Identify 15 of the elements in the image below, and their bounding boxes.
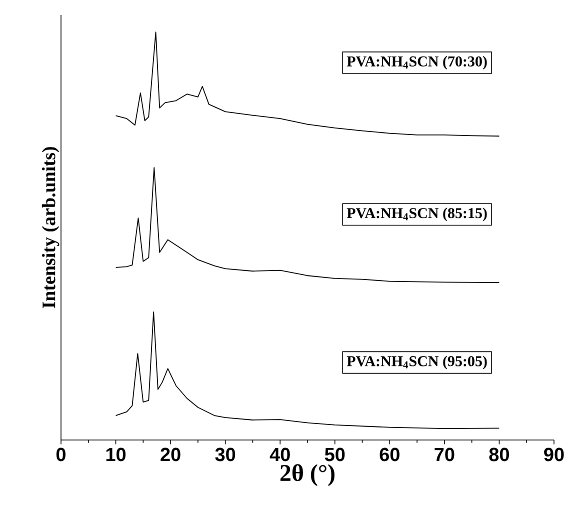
y-axis-title: Intensity (arb.units) (42, 147, 60, 308)
x-tick-label: 60 (380, 448, 400, 462)
x-tick-label: 10 (106, 448, 126, 462)
x-axis-title: 2θ (°) (280, 464, 334, 486)
x-tick-label: 40 (270, 448, 290, 462)
x-tick-label: 30 (215, 448, 236, 462)
text: PVA:NH$_{4}$SCN (70:30) (346, 56, 487, 70)
x-tick-label: 0 (56, 448, 66, 462)
x-tick-label: 50 (324, 448, 345, 462)
text: PVA:NH$_{4}$SCN (95:05) (346, 356, 487, 370)
x-tick-label: 70 (434, 448, 454, 462)
text: PVA:NH$_{4}$SCN (85:15) (346, 208, 487, 222)
x-tick-label: 90 (544, 448, 564, 462)
x-tick-label: 20 (160, 448, 180, 462)
x-tick-label: 80 (489, 448, 509, 462)
